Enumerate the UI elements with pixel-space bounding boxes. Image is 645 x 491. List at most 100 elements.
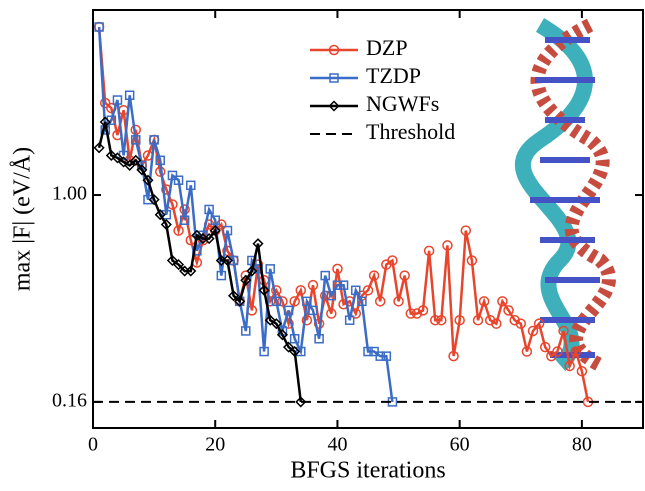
point <box>478 296 490 307</box>
point <box>117 156 130 168</box>
point <box>497 296 508 307</box>
point <box>228 255 239 266</box>
point <box>368 270 380 281</box>
point <box>240 274 252 286</box>
series-line <box>97 26 590 403</box>
point <box>241 326 251 336</box>
point <box>515 318 527 329</box>
point <box>326 308 337 319</box>
point <box>289 296 300 307</box>
point <box>539 341 551 353</box>
point <box>460 225 472 236</box>
point <box>362 285 374 296</box>
point <box>423 245 435 257</box>
y-tick-label: 0.16 <box>52 390 87 412</box>
point <box>552 346 563 357</box>
point <box>264 314 276 326</box>
point <box>167 170 178 181</box>
point <box>99 116 111 128</box>
dna-inset <box>515 18 616 372</box>
point <box>222 225 233 236</box>
point <box>283 305 294 316</box>
point <box>442 240 453 251</box>
point <box>570 346 582 357</box>
x-tick-label: 80 <box>572 434 592 456</box>
point <box>258 284 270 296</box>
point <box>142 174 154 186</box>
point <box>332 280 343 290</box>
point <box>143 194 153 205</box>
point <box>203 233 215 245</box>
point <box>155 155 165 166</box>
point <box>148 194 160 206</box>
point <box>374 296 386 307</box>
point <box>160 218 172 231</box>
point <box>277 296 288 307</box>
point <box>252 238 264 250</box>
point <box>276 329 289 341</box>
series-line <box>97 26 394 403</box>
point <box>112 95 123 105</box>
point <box>296 346 306 357</box>
point <box>204 204 214 215</box>
point <box>320 270 330 281</box>
point <box>357 296 367 307</box>
point <box>399 270 410 281</box>
point <box>351 285 361 296</box>
point <box>192 246 202 256</box>
legend: DZP TZDP NGWFs Threshold <box>310 35 455 144</box>
point <box>509 314 520 326</box>
legend-label: NGWFs <box>366 91 439 116</box>
point <box>289 333 300 344</box>
point <box>154 209 166 221</box>
point <box>429 314 441 326</box>
point <box>149 135 159 145</box>
legend-label: DZP <box>366 35 408 60</box>
legend-marker <box>328 44 340 56</box>
point <box>166 254 179 267</box>
point <box>173 225 184 236</box>
point <box>111 152 124 164</box>
point <box>405 308 417 319</box>
point <box>234 295 246 307</box>
point <box>417 305 429 316</box>
point <box>271 296 282 307</box>
legend-label: Threshold <box>366 119 455 144</box>
plot-frame <box>92 9 644 429</box>
point <box>503 305 514 316</box>
point <box>131 135 141 145</box>
point <box>172 259 185 271</box>
point <box>393 296 404 307</box>
point <box>381 351 392 361</box>
point <box>466 255 478 266</box>
point <box>454 314 465 326</box>
point <box>221 254 234 267</box>
point <box>363 346 373 357</box>
point <box>436 314 447 326</box>
y-tick-label: 1.00 <box>52 183 87 205</box>
point <box>124 90 135 101</box>
point <box>161 209 172 220</box>
point <box>332 263 343 275</box>
point <box>265 264 275 274</box>
point <box>124 159 136 171</box>
point <box>576 365 588 377</box>
point <box>338 280 349 290</box>
point <box>216 270 227 281</box>
point <box>270 318 282 330</box>
point <box>186 180 196 191</box>
point <box>179 215 190 225</box>
x-tick-label: 0 <box>88 434 98 456</box>
point <box>209 225 221 237</box>
point <box>99 97 111 109</box>
point <box>319 290 331 301</box>
series-line <box>97 121 303 403</box>
point <box>533 318 545 329</box>
point <box>136 164 148 176</box>
point <box>130 154 142 166</box>
point <box>93 142 105 154</box>
point <box>564 360 575 372</box>
point <box>94 22 104 32</box>
